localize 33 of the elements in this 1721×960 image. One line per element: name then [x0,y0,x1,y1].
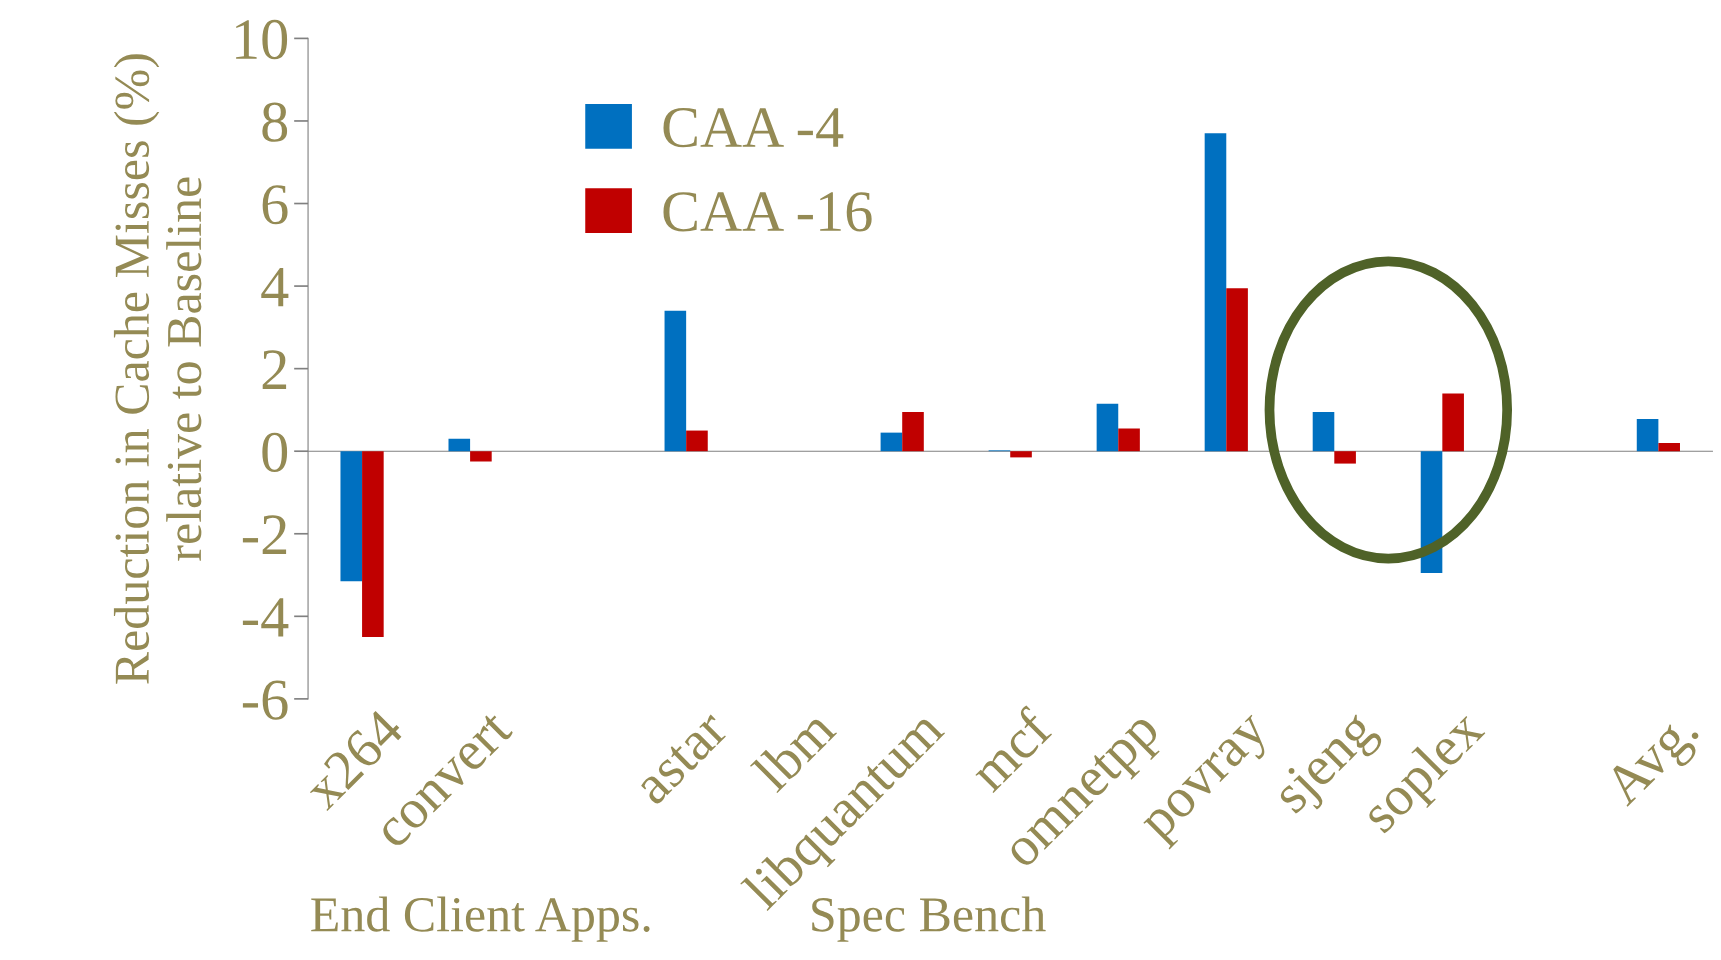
y-tick-label: 4 [261,267,289,307]
bar [1658,442,1680,452]
bar [448,438,471,452]
y-tick-label: 2 [262,350,287,389]
x-tick-label: Avg. [1601,709,1708,816]
x-tick-label: astar [634,710,730,806]
y-tick-label: -2 [242,515,287,554]
bar [1096,403,1119,452]
y-axis-title: Reduction in Cache Misses (%) relative to Baseline [113,54,202,684]
bar [362,451,384,637]
y-tick-label: 0 [262,432,288,473]
y-tick-label: 8 [262,102,288,142]
bar [686,430,708,452]
y-tick-label: -6 [242,680,288,720]
y-tick-label: 10 [236,19,288,60]
text: End Client Apps. [311,896,650,942]
legend-label: CAA -4 [663,108,844,148]
bar [340,451,363,582]
bar [1312,411,1335,452]
y-tick-label: 6 [262,185,288,225]
bar [1442,393,1464,452]
bar [1226,288,1248,452]
legend-label: CAA -16 [663,192,872,232]
bar [1204,133,1227,452]
bar [1118,428,1140,452]
bar [470,451,492,462]
bar [1636,419,1659,452]
y-tick-label: -4 [242,598,289,637]
bar [902,411,924,452]
bar [664,310,687,452]
bar [1334,451,1356,464]
bar [1010,451,1032,458]
bar [880,432,903,452]
